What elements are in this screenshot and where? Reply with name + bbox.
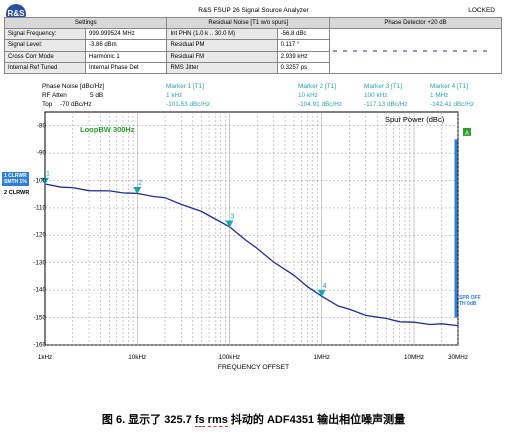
trace-1-mode: 1 CLRWR [4,173,27,179]
y-tick-label: -80 [36,122,46,130]
row-label: Int PHN (1.0 k .. 30.0 M) [166,27,278,41]
marker-4-freq: 1 MHz [430,92,449,99]
row-label: Residual PM [166,39,278,52]
plot-frame [44,111,459,346]
marker-3-value: -117.13 dBc/Hz [364,101,408,108]
marker-1-triangle [41,177,49,185]
x-tick-label: 1kHz [37,354,53,361]
spur-settings-badge: SPR OFF TH 0dB [459,295,481,307]
trace-1-badge: 1 CLRWR SMTH 1% [2,172,29,186]
rf-atten-label: RF Atten [42,92,67,99]
chart-grid [44,111,459,346]
rf-atten-value: 5 dB [90,92,104,99]
lock-status: LOCKED [468,7,495,14]
phase-noise-trace [44,183,459,327]
row-value: 2.939 kHz [276,50,331,63]
marker-1-freq: 1 kHz [166,92,183,99]
row-value: -3.86 dBm [84,39,168,52]
marker-3-name: Marker 3 [T1] [364,83,402,90]
summary-row: Internal Ref Tuned Internal Phase Det RM… [4,61,502,75]
marker-2-name: Marker 2 [T1] [298,83,336,90]
row-value: -56.8 dBc [276,27,331,41]
chart-marker-layer: 1 2 3 4 [41,171,327,297]
marker-2-triangle [133,186,142,194]
marker-4-value: -142.41 dBc/Hz [430,101,475,108]
summary-row: Cross Corr Mode Harmonic 1 Residual FM 2… [4,50,502,63]
spur-marker-label: A [465,131,469,137]
marker-3-triangle [225,220,234,228]
caption-rms: rms [207,414,228,427]
row-label: Residual FM [166,50,278,63]
phase-detector-sparkline [329,28,502,74]
y-tick-label: -140 [33,286,46,294]
phase-mini-plot [333,50,491,52]
top-label: Top [42,101,53,108]
row-label: Signal Frequency: [4,27,86,41]
marker-1-number: 1 [46,171,50,178]
y-tick-label: -110 [33,204,46,212]
marker-3-freq: 100 kHz [364,92,388,99]
x-tick-label: 10kHz [128,354,147,361]
summary-row: Signal Level: -3.86 dBm Residual PM 0.11… [4,39,502,52]
x-tick-label: 30MHz [448,354,468,361]
marker-1-value: -101.53 dBc/Hz [166,101,211,108]
phase-noise-chart[interactable]: A 1 2 3 4 [0,0,507,370]
chart-trace-layer: A [44,127,471,327]
marker-2-number: 2 [138,180,142,187]
window-title: R&S FSUP 26 Signal Source Analyzer [198,7,309,14]
x-tick-label: 100kHz [218,354,241,361]
marker-1-name: Marker 1 [T1] [166,83,204,90]
x-tick-label: 1MHz [313,354,330,361]
figure-caption: 图 6. 显示了 325.7 fs rms 抖动的 ADF4351 输出相位噪声… [0,411,507,427]
marker-2-freq: 10 kHz [298,92,318,99]
marker-4-number: 4 [323,283,327,290]
marker-4-name: Marker 4 [T1] [430,83,468,90]
spur-marker-box [463,127,471,136]
y-tick-label: -100 [33,177,46,185]
trace-1-smooth: SMTH 1% [4,179,27,185]
spur-mode: SPR OFF [459,295,481,301]
marker-3-number: 3 [230,213,234,220]
y-tick-label: -90 [36,149,46,157]
row-value: Harmonic 1 [84,50,168,63]
row-label: Cross Corr Mode [4,50,86,63]
caption-prefix: 图 6. 显示了 325.7 [101,414,195,426]
x-tick-label: 10MHz [404,354,424,361]
row-value: Internal Phase Det [84,61,168,75]
spur-power-title: Spur Power (dBc) [385,115,445,124]
marker-2-value: -104.91 dBc/Hz [298,101,343,108]
summary-row: Signal Frequency: 999.999524 MHz Int PHN… [4,27,502,74]
y-tick-label: -120 [33,231,46,239]
spur-threshold: TH 0dB [459,301,477,307]
row-value: 0.117 ° [276,39,331,52]
y-tick-label: -130 [33,259,46,267]
marker-4-triangle [317,289,326,297]
row-label: Signal Level: [4,39,86,52]
row-value: 999.999524 MHz [84,27,168,41]
top-value: -70 dBc/Hz [60,101,92,108]
trace-2-badge: 2 CLRWR [4,190,30,196]
row-value: 0.3257 ps [276,61,331,75]
y-tick-label: -150 [33,314,46,322]
caption-fs: fs [194,414,205,427]
loop-bw-label: LoopBW 300Hz [80,125,135,134]
summary-table: Settings Residual Noise [T1 w/o spurs] P… [3,17,502,75]
trace-title: Phase Noise [dBc/Hz] [42,83,105,90]
caption-suffix: 抖动的 ADF4351 输出相位噪声测量 [227,414,406,426]
y-tick-label: -160 [33,341,46,349]
x-axis-title: FREQUENCY OFFSET [217,364,290,371]
